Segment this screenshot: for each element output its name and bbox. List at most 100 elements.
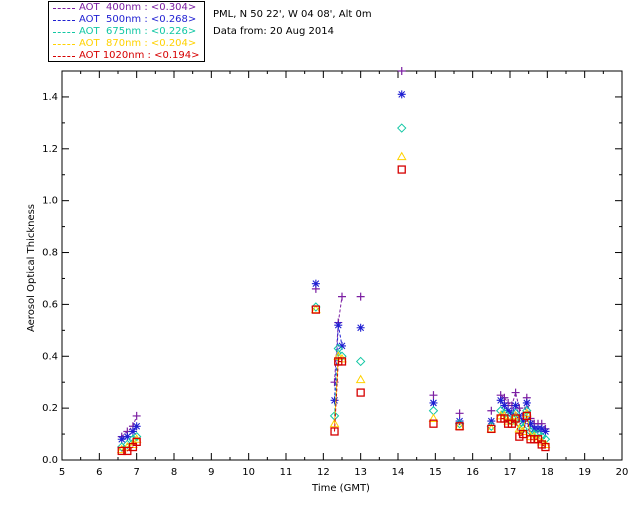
data-point-plus (487, 406, 496, 415)
data-point-plus (338, 292, 346, 301)
data-point-asterisk (338, 341, 346, 350)
data-point-asterisk (487, 417, 496, 426)
x-tick-label: 7 (133, 467, 139, 478)
data-point-square (541, 442, 550, 452)
series-line (334, 296, 343, 383)
x-tick-label: 8 (171, 467, 177, 478)
y-tick-label: 0.6 (42, 299, 58, 310)
data-point-asterisk (128, 427, 137, 436)
data-point-plus (356, 292, 365, 301)
data-point-square (356, 388, 365, 397)
data-point-plus (397, 67, 406, 75)
x-tick-label: 5 (59, 467, 65, 478)
y-tick-label: 1.2 (42, 144, 58, 155)
legend-label: AOT 1020nm : <0.194> (79, 50, 200, 61)
data-marks (116, 67, 551, 456)
x-tick-label: 9 (208, 467, 214, 478)
data-point-asterisk (123, 432, 132, 441)
y-tick-label: 0.8 (42, 248, 58, 259)
x-tick-label: 15 (429, 467, 442, 478)
x-tick-label: 19 (578, 467, 591, 478)
data-point-square (311, 305, 321, 314)
data-point-asterisk (496, 396, 505, 405)
data-point-asterisk (397, 90, 406, 99)
data-point-square (429, 419, 438, 428)
x-tick-label: 10 (242, 467, 255, 478)
data-point-square (511, 414, 520, 423)
data-point-asterisk (330, 396, 339, 405)
data-point-triangle (355, 374, 366, 384)
data-point-plus (455, 409, 464, 418)
x-tick-label: 16 (466, 467, 479, 478)
x-tick-label: 6 (96, 467, 102, 478)
data-point-asterisk (429, 398, 438, 407)
data-point-square (132, 437, 141, 446)
data-point-asterisk (519, 417, 528, 426)
x-tick-label: 17 (504, 467, 517, 478)
series-group (116, 151, 551, 454)
x-tick-label: 11 (280, 467, 293, 478)
data-point-plus (429, 391, 438, 400)
data-point-asterisk (522, 398, 531, 407)
data-point-asterisk (537, 424, 546, 433)
legend-line-icon (53, 56, 75, 57)
data-point-asterisk (504, 406, 513, 415)
y-tick-label: 1.0 (42, 196, 58, 207)
data-point-triangle (329, 418, 340, 428)
data-point-asterisk (334, 321, 343, 330)
data-point-asterisk (500, 401, 509, 410)
data-point-plus (511, 388, 520, 397)
y-tick-label: 1.4 (42, 92, 58, 103)
data-point-asterisk (511, 401, 520, 410)
legend-line-icon (53, 44, 75, 45)
series-group (117, 90, 550, 444)
plot-axes (61, 70, 623, 461)
data-point-asterisk (132, 422, 141, 431)
legend-label: AOT 870nm : <0.204> (79, 38, 197, 49)
data-point-square (117, 446, 126, 456)
plot-frame (61, 70, 623, 461)
x-tick-label: 13 (354, 467, 367, 478)
legend-item-500nm: AOT 500nm : <0.268> (53, 14, 196, 26)
data-point-diamond (355, 356, 366, 367)
legend-item-400nm: AOT 400nm : <0.304> (53, 2, 196, 14)
data-point-asterisk (356, 323, 365, 332)
legend: AOT 400nm : <0.304> AOT 500nm : <0.268> … (48, 1, 205, 62)
x-tick-label: 12 (317, 467, 330, 478)
legend-line-icon (53, 8, 75, 9)
legend-label: AOT 400nm : <0.304> (79, 2, 197, 13)
x-tick-label: 14 (392, 467, 405, 478)
data-point-asterisk (311, 279, 320, 288)
y-tick-label: 0.2 (42, 403, 58, 414)
data-point-diamond (131, 431, 142, 442)
data-point-square (455, 422, 464, 431)
x-axis-label: Time (GMT) (311, 483, 370, 494)
y-tick-label: 0.0 (42, 455, 58, 466)
legend-line-icon (53, 20, 75, 21)
data-point-plus (132, 411, 141, 420)
y-tick-label: 0.4 (42, 351, 58, 362)
location-text: PML, N 50 22', W 04 08', Alt 0m (213, 9, 372, 20)
data-point-square (397, 165, 406, 174)
series-group (117, 165, 550, 456)
data-point-asterisk (526, 419, 535, 428)
legend-line-icon (53, 32, 75, 33)
data-point-triangle (396, 151, 407, 161)
data-point-square (330, 427, 339, 436)
data-point-square (522, 411, 531, 421)
date-text: Data from: 20 Aug 2014 (213, 26, 334, 37)
axis-ticks: 5 6 7 8 9 10 11 12 13 14 15 16 17 18 19 20 0.0 0.2 0.4 0.6 0… (42, 70, 629, 478)
x-tick-label: 20 (616, 467, 629, 478)
data-point-triangle (428, 413, 439, 423)
legend-item-1020nm: AOT 1020nm : <0.194> (53, 50, 199, 62)
data-point-square (518, 429, 528, 439)
data-point-asterisk (455, 417, 464, 426)
x-tick-label: 18 (541, 467, 554, 478)
legend-label: AOT 500nm : <0.268> (79, 14, 197, 25)
data-point-square (487, 424, 496, 434)
data-point-square (337, 357, 347, 366)
legend-item-675nm: AOT 675nm : <0.226> (53, 26, 196, 38)
data-point-diamond (397, 123, 407, 133)
y-axis-label: Aerosol Optical Thickness (26, 204, 37, 332)
